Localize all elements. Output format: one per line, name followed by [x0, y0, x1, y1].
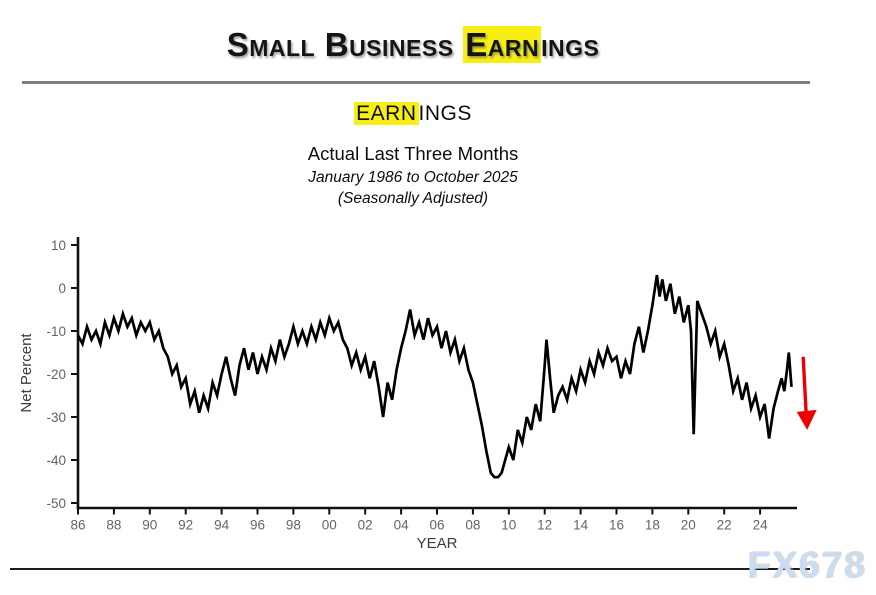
- x-tick-label: 94: [214, 518, 230, 533]
- y-tick-label: -20: [46, 367, 66, 382]
- page-title-post: ings: [541, 26, 600, 63]
- x-axis-title: YEAR: [417, 535, 458, 552]
- downtrend-arrow-shaft: [801, 356, 808, 414]
- x-tick-label: 92: [178, 518, 193, 533]
- y-tick-label: -40: [46, 453, 66, 468]
- x-tick-label: 96: [250, 518, 265, 533]
- x-tick-label: 98: [286, 518, 301, 533]
- x-tick-label: 10: [501, 518, 516, 533]
- y-tick-label: 10: [51, 238, 66, 253]
- x-tick-label: 08: [465, 518, 480, 533]
- downtrend-arrow-icon: [796, 409, 817, 430]
- y-tick-label: -30: [46, 410, 66, 425]
- x-tick-label: 24: [753, 518, 769, 533]
- x-tick-label: 06: [429, 518, 444, 533]
- chart-adjustment-note: (Seasonally Adjusted): [337, 190, 489, 207]
- y-tick-label: -10: [46, 324, 66, 339]
- x-tick-label: 88: [106, 518, 121, 533]
- page-title-highlight: Earn: [463, 26, 542, 63]
- x-tick-label: 00: [322, 518, 337, 533]
- x-tick-label: 20: [681, 518, 696, 533]
- x-tick-label: 02: [358, 518, 373, 533]
- chart-heading-post: INGS: [418, 102, 472, 125]
- x-tick-label: 22: [717, 518, 732, 533]
- y-tick-label: -50: [46, 496, 66, 511]
- chart-date-range: January 1986 to October 2025: [308, 169, 518, 186]
- chart-heading: EARNINGS: [0, 102, 826, 126]
- x-tick-label: 90: [142, 518, 157, 533]
- earnings-series-line: [76, 274, 793, 479]
- x-tick-label: 86: [70, 518, 85, 533]
- page-title-pre: Small Business: [226, 26, 464, 63]
- x-tick-label: 18: [645, 518, 660, 533]
- x-tick-label: 04: [394, 518, 410, 533]
- x-tick-label: 16: [609, 518, 624, 533]
- chart-subtitle: Actual Last Three Months: [307, 143, 519, 164]
- watermark: FX678: [746, 545, 866, 586]
- y-tick-label: 0: [58, 281, 66, 296]
- footer-divider: [10, 568, 810, 570]
- x-tick-label: 14: [573, 518, 589, 533]
- y-axis-title: Net Percent: [18, 333, 35, 413]
- chart-heading-highlight: EARN: [354, 102, 419, 125]
- x-tick-label: 12: [537, 518, 552, 533]
- title-divider: [22, 81, 810, 84]
- page-title: Small Business Earnings: [0, 26, 826, 64]
